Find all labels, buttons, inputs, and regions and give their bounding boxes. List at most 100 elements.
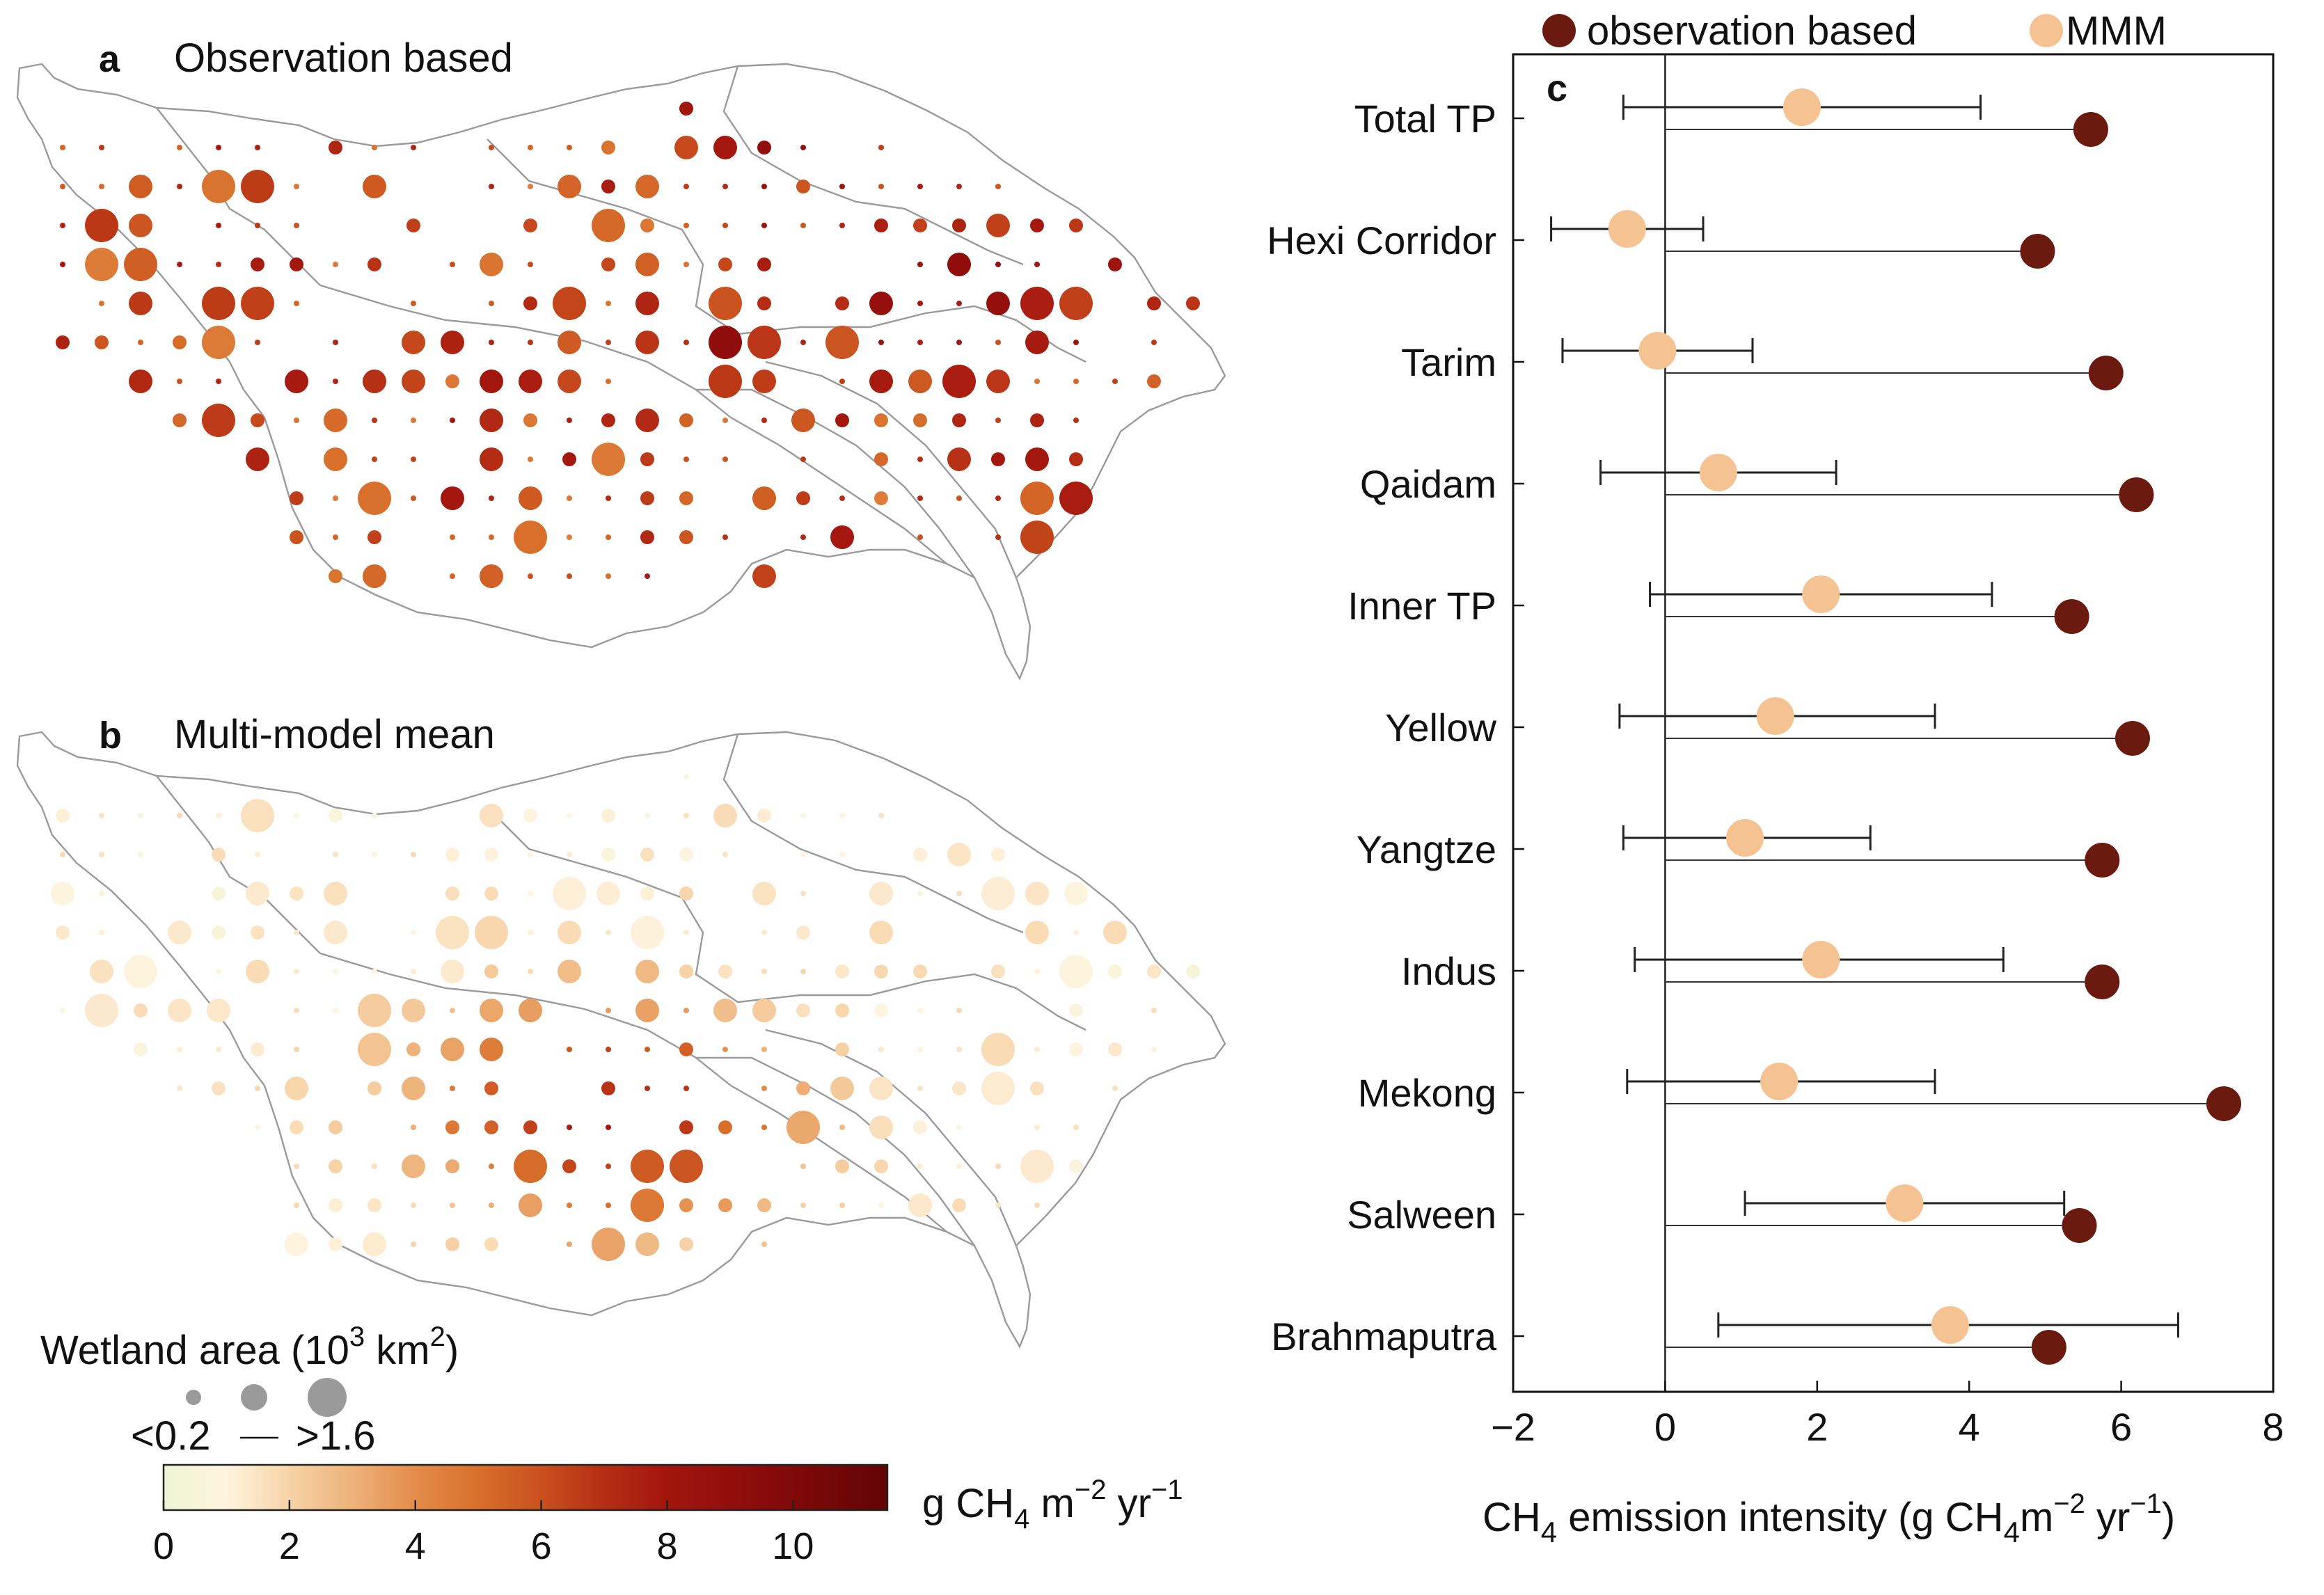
wetland-dot <box>1059 955 1093 988</box>
wetland-dot <box>202 170 235 203</box>
wetland-dot <box>722 184 728 189</box>
y-tick-label: Indus <box>1401 949 1496 993</box>
wetland-dot <box>411 930 416 935</box>
wetland-dot <box>956 184 962 189</box>
wetland-dot <box>363 175 386 198</box>
wetland-dot <box>679 491 693 505</box>
wetland-dot <box>1034 1125 1040 1130</box>
wetland-dot <box>752 999 776 1022</box>
size-legend-high: >1.6 <box>296 1413 376 1459</box>
wetland-dot <box>956 1125 962 1130</box>
wetland-dot <box>402 1077 425 1100</box>
wetland-dot <box>640 491 654 505</box>
wetland-dot <box>908 370 932 393</box>
obs-point <box>2085 843 2120 878</box>
wetland-dot <box>202 326 235 359</box>
wetland-dot <box>558 960 581 983</box>
wetland-dot <box>177 262 182 267</box>
wetland-dot <box>709 287 742 320</box>
wetland-dot <box>484 1081 498 1095</box>
wetland-dot <box>917 1008 923 1013</box>
wetland-dot <box>601 180 615 193</box>
wetland-dot <box>60 223 65 228</box>
wetland-dot <box>138 852 143 857</box>
wetland-dot <box>56 926 70 939</box>
wetland-dot <box>635 960 659 983</box>
panel-b-label: b <box>99 715 122 756</box>
x-axis-ticks: −2 0 2 4 6 8 <box>1491 1381 2284 1449</box>
wetland-dot <box>1073 379 1079 384</box>
wetland-dot <box>484 1120 498 1134</box>
wetland-dot <box>878 813 884 818</box>
wetland-dot <box>991 965 1005 978</box>
wetland-dot <box>558 331 581 354</box>
wetland-dot <box>645 1086 650 1091</box>
wetland-dot <box>606 1125 611 1130</box>
wetland-dot <box>445 887 459 900</box>
wetland-dot <box>246 882 269 905</box>
size-legend-title: Wetland area (103 km2) <box>40 1322 459 1373</box>
wetland-dot <box>294 223 299 228</box>
wetland-dot <box>129 370 152 393</box>
wetland-dot <box>207 999 230 1022</box>
wetland-dot <box>839 1203 845 1208</box>
wetland-dot <box>878 340 884 345</box>
wetland-dot <box>324 447 347 471</box>
wetland-dot <box>761 418 767 423</box>
wetland-dot <box>480 370 503 393</box>
y-tick-label: Yangtze <box>1357 827 1496 871</box>
wetland-dot <box>601 141 615 154</box>
wetland-dot <box>1108 257 1122 271</box>
wetland-dot <box>528 852 533 857</box>
wetland-dot <box>1034 1203 1040 1208</box>
wetland-dots-b <box>51 774 1200 1261</box>
wetland-dot <box>1059 482 1093 515</box>
wetland-dot <box>212 926 226 939</box>
x-tick-label: 2 <box>1806 1405 1828 1449</box>
wetland-dot <box>411 1203 416 1208</box>
wetland-dot <box>640 530 654 544</box>
wetland-dot <box>177 145 182 150</box>
wetland-dot <box>722 534 728 540</box>
wetland-dot <box>489 1203 494 1208</box>
y-tick-label: Qaidam <box>1360 462 1496 506</box>
wetland-dot <box>558 370 581 393</box>
wetland-dot <box>411 457 416 462</box>
wetland-dot <box>995 495 1001 501</box>
wetland-dot <box>285 370 308 393</box>
wetland-dot <box>956 1008 962 1013</box>
wetland-dot <box>757 296 771 310</box>
wetland-dot <box>839 1125 845 1130</box>
wetland-dot <box>294 418 299 423</box>
wetland-dot <box>294 813 299 818</box>
wetland-dot <box>216 813 221 818</box>
wetland-dot <box>1186 965 1200 978</box>
colorbar-tick-label: 6 <box>531 1525 552 1567</box>
wetland-dot <box>1186 296 1200 310</box>
wetland-dot <box>484 1237 498 1251</box>
wetland-dot <box>601 848 615 862</box>
wetland-dot <box>177 813 182 818</box>
wetland-dot <box>56 335 70 349</box>
wetland-dot <box>1069 1159 1083 1173</box>
wetland-dot <box>986 214 1010 237</box>
wetland-dot <box>411 301 416 306</box>
wetland-dot <box>670 1150 703 1183</box>
wetland-dot <box>713 999 737 1022</box>
wetland-dot <box>800 223 806 228</box>
wetland-dot <box>1034 379 1040 384</box>
wetland-dot <box>869 1116 893 1139</box>
wetland-dot <box>796 491 810 505</box>
mmm-point <box>1638 332 1677 370</box>
basin-boundary <box>696 1056 975 1246</box>
wetland-dot <box>1151 1047 1157 1052</box>
wetland-dot <box>480 804 503 827</box>
wetland-dot <box>995 340 1001 345</box>
wetland-dot <box>874 219 888 232</box>
wetland-dot <box>601 809 615 823</box>
wetland-dots-a <box>56 102 1200 588</box>
wetland-dot <box>1069 219 1083 232</box>
wetland-dot <box>441 960 464 983</box>
wetland-dot <box>177 379 182 384</box>
wetland-dot <box>216 223 221 228</box>
